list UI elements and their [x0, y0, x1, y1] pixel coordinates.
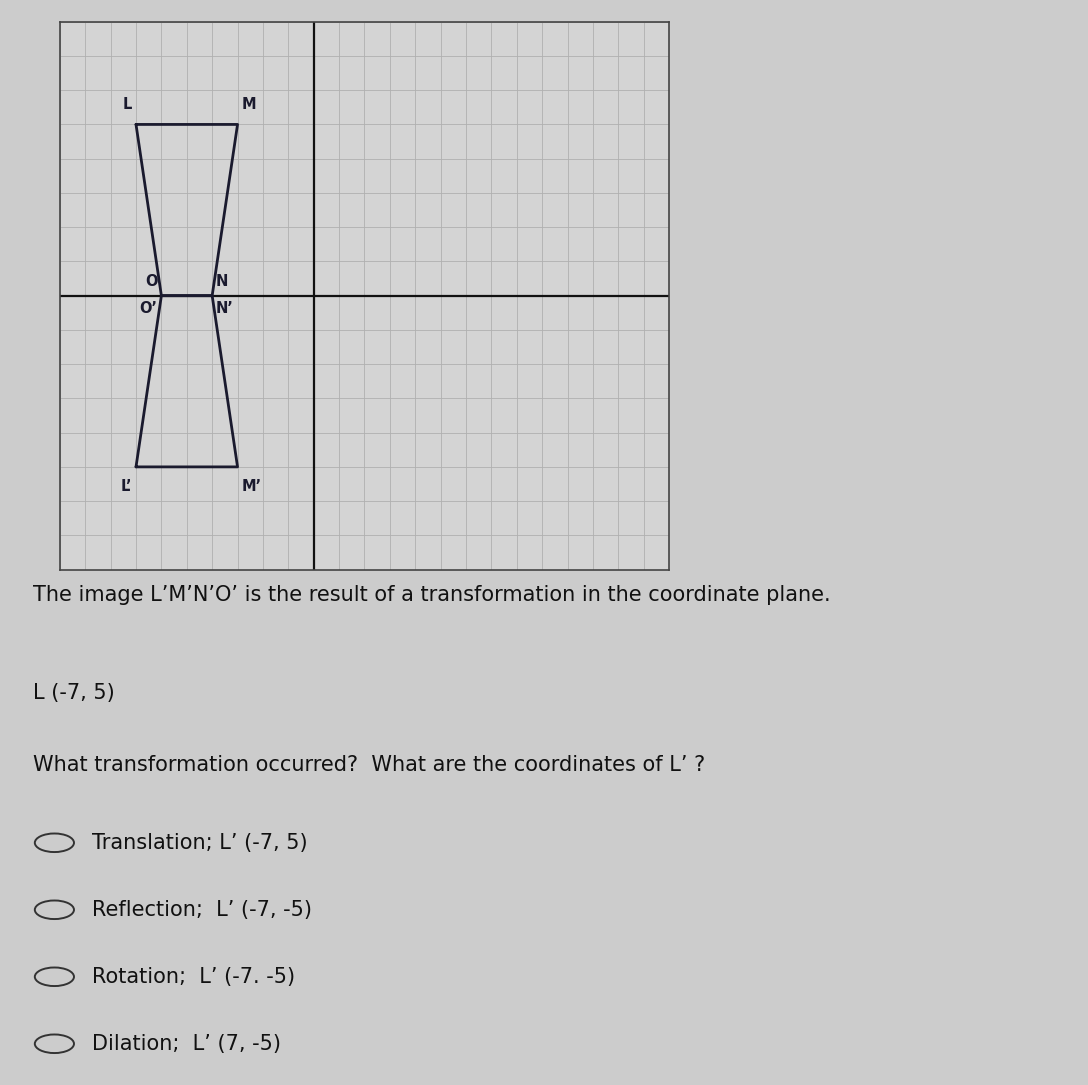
Text: Dilation;  L’ (7, -5): Dilation; L’ (7, -5)	[92, 1034, 282, 1054]
Text: N: N	[215, 273, 228, 289]
Text: L: L	[123, 98, 133, 113]
Text: O’: O’	[139, 301, 158, 316]
Text: M: M	[242, 98, 256, 113]
Text: Rotation;  L’ (-7. -5): Rotation; L’ (-7. -5)	[92, 967, 296, 986]
Text: M’: M’	[242, 478, 261, 494]
Text: The image L’M’N’O’ is the result of a transformation in the coordinate plane.: The image L’M’N’O’ is the result of a tr…	[33, 585, 830, 605]
Text: L (-7, 5): L (-7, 5)	[33, 684, 114, 703]
Text: What transformation occurred?  What are the coordinates of L’ ?: What transformation occurred? What are t…	[33, 755, 705, 775]
Text: Translation; L’ (-7, 5): Translation; L’ (-7, 5)	[92, 833, 308, 853]
Text: L’: L’	[121, 478, 133, 494]
Text: O: O	[145, 273, 158, 289]
Text: Reflection;  L’ (-7, -5): Reflection; L’ (-7, -5)	[92, 899, 312, 920]
Text: N’: N’	[215, 301, 234, 316]
